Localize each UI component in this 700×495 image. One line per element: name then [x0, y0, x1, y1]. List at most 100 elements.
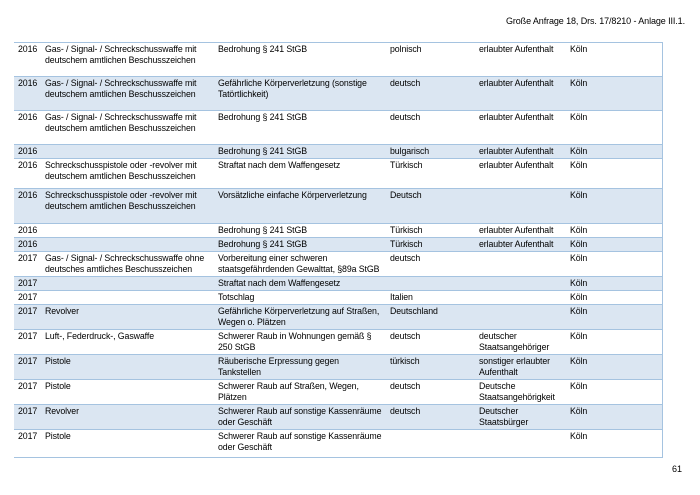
offenses-table: 2016 Gas- / Signal- / Schreckschusswaffe … — [14, 42, 663, 458]
cell-offense: Bedrohung § 241 StGB — [218, 239, 307, 249]
cell-offense: Gefährliche Körperverletzung (sonstige T… — [218, 78, 367, 99]
cell-nationality: türkisch — [390, 356, 420, 366]
cell-offense: Straftat nach dem Waffengesetz — [218, 278, 341, 288]
cell-status: erlaubter Aufenthalt — [479, 239, 554, 249]
table-row: 2017 Revolver Schwerer Raub auf sonstige K… — [14, 404, 662, 430]
cell-weapon: Pistole — [45, 431, 71, 441]
cell-city: Köln — [570, 292, 588, 302]
cell-weapon: Schreckschusspistole oder -revolver mit … — [45, 160, 197, 181]
cell-weapon: Pistole — [45, 356, 71, 366]
cell-nationality — [386, 277, 475, 291]
cell-status: erlaubter Aufenthalt — [479, 78, 554, 88]
cell-year: 2017 — [18, 381, 38, 391]
table-row: 2016 Schreckschusspistole oder -revolver … — [14, 188, 662, 224]
table-row: 2017 Straftat nach dem Waffengesetz Köln — [14, 276, 662, 291]
cell-year: 2016 — [18, 78, 38, 88]
table-row: 2017 Pistole Schwerer Raub auf sonstige Ka… — [14, 430, 662, 458]
cell-city: Köln — [570, 239, 588, 249]
table-row: 2017 Totschlag Italien Köln — [14, 291, 662, 305]
cell-status: sonstiger erlaubter Aufenthalt — [479, 356, 550, 377]
cell-status — [475, 305, 566, 330]
cell-status: erlaubter Aufenthalt — [479, 44, 554, 54]
cell-nationality: Italien — [390, 292, 413, 302]
cell-weapon: Gas- / Signal- / Schreckschusswaffe mit … — [45, 112, 197, 133]
cell-offense: Bedrohung § 241 StGB — [218, 225, 307, 235]
cell-status: deutscher Staatsangehöriger — [479, 331, 550, 352]
cell-city: Köln — [570, 431, 588, 441]
cell-city: Köln — [570, 190, 588, 200]
table-row: 2017 Pistole Schwerer Raub auf Straßen, We… — [14, 380, 662, 405]
cell-offense: Vorsätzliche einfache Körperverletzung — [218, 190, 367, 200]
cell-year: 2016 — [18, 112, 38, 122]
cell-status: erlaubter Aufenthalt — [479, 112, 554, 122]
cell-weapon: Luft-, Federdruck-, Gaswaffe — [45, 331, 154, 341]
cell-nationality: deutsch — [390, 78, 421, 88]
cell-city: Köln — [570, 78, 588, 88]
table-row: 2017 Gas- / Signal- / Schreckschusswaffe … — [14, 252, 662, 277]
cell-status: Deutscher Staatsbürger — [479, 406, 529, 427]
cell-nationality: deutsch — [390, 381, 421, 391]
cell-status — [475, 277, 566, 291]
cell-city: Köln — [570, 112, 588, 122]
cell-weapon: Pistole — [45, 381, 71, 391]
table-row: 2016 Bedrohung § 241 StGB bulgarisch erlaub… — [14, 144, 662, 159]
cell-weapon — [41, 224, 214, 238]
cell-year: 2017 — [18, 431, 38, 441]
cell-nationality: Türkisch — [390, 160, 423, 170]
cell-city: Köln — [570, 306, 588, 316]
cell-weapon: Gas- / Signal- / Schreckschusswaffe ohne… — [45, 253, 205, 274]
cell-year: 2017 — [18, 406, 38, 416]
cell-status — [475, 291, 566, 305]
table-row: 2016 Gas- / Signal- / Schreckschusswaffe … — [14, 76, 662, 111]
cell-offense: Gefährliche Körperverletzung auf Straßen… — [218, 306, 380, 327]
cell-status — [475, 430, 566, 458]
cell-nationality: Deutschland — [390, 306, 438, 316]
cell-weapon: Gas- / Signal- / Schreckschusswaffe mit … — [45, 44, 197, 65]
table-row: 2017 Pistole Räuberische Erpressung gegen … — [14, 354, 662, 380]
cell-status — [475, 189, 566, 224]
cell-city: Köln — [570, 381, 588, 391]
cell-nationality: deutsch — [390, 406, 421, 416]
cell-year: 2017 — [18, 356, 38, 366]
cell-city: Köln — [570, 253, 588, 263]
cell-year: 2017 — [18, 331, 38, 341]
cell-nationality — [386, 430, 475, 458]
cell-city: Köln — [570, 406, 588, 416]
table-row: 2016 Bedrohung § 241 StGB Türkisch erlaubte… — [14, 237, 662, 252]
cell-year: 2016 — [18, 239, 38, 249]
cell-offense: Bedrohung § 241 StGB — [218, 146, 307, 156]
cell-weapon: Revolver — [45, 306, 79, 316]
document-header-reference: Große Anfrage 18, Drs. 17/8210 - Anlage … — [505, 16, 685, 26]
offenses-table-body: 2016 Gas- / Signal- / Schreckschusswaffe … — [14, 43, 662, 458]
cell-status: erlaubter Aufenthalt — [479, 160, 554, 170]
cell-city: Köln — [570, 225, 588, 235]
cell-offense: Totschlag — [218, 292, 255, 302]
cell-weapon: Schreckschusspistole oder -revolver mit … — [45, 190, 197, 211]
cell-offense: Bedrohung § 241 StGB — [218, 44, 307, 54]
cell-nationality: Deutsch — [390, 190, 422, 200]
cell-year: 2016 — [18, 225, 38, 235]
cell-nationality: deutsch — [390, 253, 421, 263]
cell-status: Deutsche Staatsangehörigkeit — [479, 381, 555, 402]
cell-offense: Räuberische Erpressung gegen Tankstellen — [218, 356, 339, 377]
cell-offense: Schwerer Raub auf sonstige Kassenräume o… — [218, 406, 382, 427]
cell-nationality: deutsch — [390, 112, 421, 122]
cell-year: 2017 — [18, 292, 38, 302]
cell-city: Köln — [570, 146, 588, 156]
cell-offense: Schwerer Raub in Wohnungen gemäß § 250 S… — [218, 331, 372, 352]
cell-year: 2016 — [18, 190, 38, 200]
cell-status: erlaubter Aufenthalt — [479, 225, 554, 235]
cell-city: Köln — [570, 44, 588, 54]
cell-year: 2016 — [18, 160, 38, 170]
table-row: 2017 Luft-, Federdruck-, Gaswaffe Schwerer… — [14, 330, 662, 355]
cell-city: Köln — [570, 160, 588, 170]
table-row: 2016 Gas- / Signal- / Schreckschusswaffe … — [14, 43, 662, 77]
cell-nationality: Türkisch — [390, 225, 423, 235]
cell-offense: Schwerer Raub auf sonstige Kassenräume o… — [218, 431, 382, 452]
cell-weapon — [41, 277, 214, 291]
cell-year: 2017 — [18, 278, 38, 288]
cell-weapon — [41, 291, 214, 305]
table-row: 2017 Revolver Gefährliche Körperverletzung… — [14, 304, 662, 330]
cell-year: 2016 — [18, 44, 38, 54]
cell-weapon — [41, 145, 214, 159]
